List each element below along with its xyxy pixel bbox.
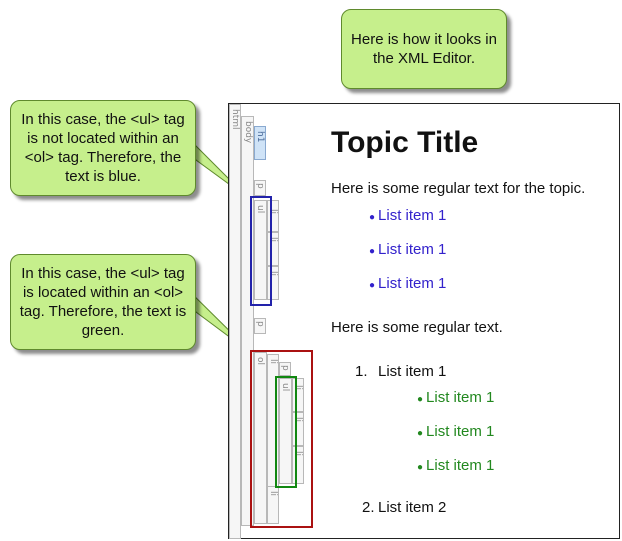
green-text-callout: In this case, the <ul> tag is located wi…	[10, 254, 196, 350]
tag-bar-h1[interactable]: h1	[254, 126, 266, 160]
ordered-list-number-2: 2.	[362, 499, 375, 516]
green-text-callout-text: In this case, the <ul> tag is located wi…	[19, 265, 187, 339]
bullet-icon: ●	[417, 394, 424, 405]
tag-label-li-3: li	[268, 271, 278, 277]
tag-bar-html[interactable]: html	[229, 104, 241, 539]
green-ul-highlight	[275, 376, 297, 488]
tag-label-ul-1: ul	[255, 205, 265, 214]
bullet-icon: ●	[369, 246, 376, 257]
xml-editor-callout-text: Here is how it looks in the XML Editor.	[351, 31, 497, 67]
tag-label-li-2: li	[268, 237, 278, 243]
green-list-item-2: ● List item 1	[417, 423, 495, 440]
tag-label-li-5: li	[293, 417, 303, 423]
ordered-list-item-2: List item 2	[378, 499, 447, 516]
blue-text-callout-text: In this case, the <ul> tag is not locate…	[21, 111, 185, 185]
green-list-item-1: ● List item 1	[417, 389, 495, 406]
tag-label-li-1: li	[268, 209, 278, 215]
blue-text-callout: In this case, the <ul> tag is not locate…	[10, 100, 196, 196]
tag-label-li-4: li	[293, 385, 303, 391]
blue-ul-highlight	[250, 196, 272, 306]
bullet-icon: ●	[417, 428, 424, 439]
tag-label-body: body	[243, 121, 253, 144]
tag-label-p-2: p	[255, 321, 265, 327]
blue-list-item-1: ● List item 1	[369, 207, 447, 224]
tag-label-li-6: li	[293, 451, 303, 457]
blue-list-item-2: ● List item 1	[369, 241, 447, 258]
bullet-icon: ●	[369, 212, 376, 223]
tag-bar-li-ol-2[interactable]: li	[267, 486, 279, 524]
regular-text-1: Here is some regular text for the topic.	[331, 180, 586, 197]
tag-bar-p-1[interactable]: p	[254, 180, 266, 196]
tag-bar-ol[interactable]: ol	[254, 352, 267, 524]
red-ol-highlight	[250, 350, 313, 528]
tag-label-ol: ol	[255, 357, 265, 366]
tag-bar-p-2[interactable]: p	[254, 318, 266, 334]
regular-text-2: Here is some regular text.	[331, 319, 503, 336]
bullet-icon: ●	[417, 462, 424, 473]
tag-label-ul-2: ul	[280, 383, 290, 392]
green-list-item-3: ● List item 1	[417, 457, 495, 474]
ordered-list-item-1: List item 1	[378, 363, 447, 380]
tag-label-p-1: p	[255, 183, 265, 189]
tag-label-li-ol-1: li	[268, 359, 278, 365]
xml-editor-panel: html body h1 p ul li li li p ol li p ul …	[228, 103, 620, 539]
tag-bar-ul-2[interactable]: ul	[279, 378, 292, 484]
tag-bar-p-3[interactable]: p	[279, 362, 291, 376]
tag-label-html: html	[230, 109, 240, 130]
tag-label-h1: h1	[255, 131, 265, 143]
ordered-list-number-1: 1.	[355, 363, 368, 380]
xml-editor-callout: Here is how it looks in the XML Editor.	[341, 9, 507, 89]
tag-label-li-ol-2: li	[268, 491, 278, 497]
tag-bar-ul-1[interactable]: ul	[254, 200, 267, 300]
topic-title: Topic Title	[331, 126, 479, 159]
blue-list-item-3: ● List item 1	[369, 275, 447, 292]
bullet-icon: ●	[369, 280, 376, 291]
tag-label-p-3: p	[280, 365, 290, 371]
